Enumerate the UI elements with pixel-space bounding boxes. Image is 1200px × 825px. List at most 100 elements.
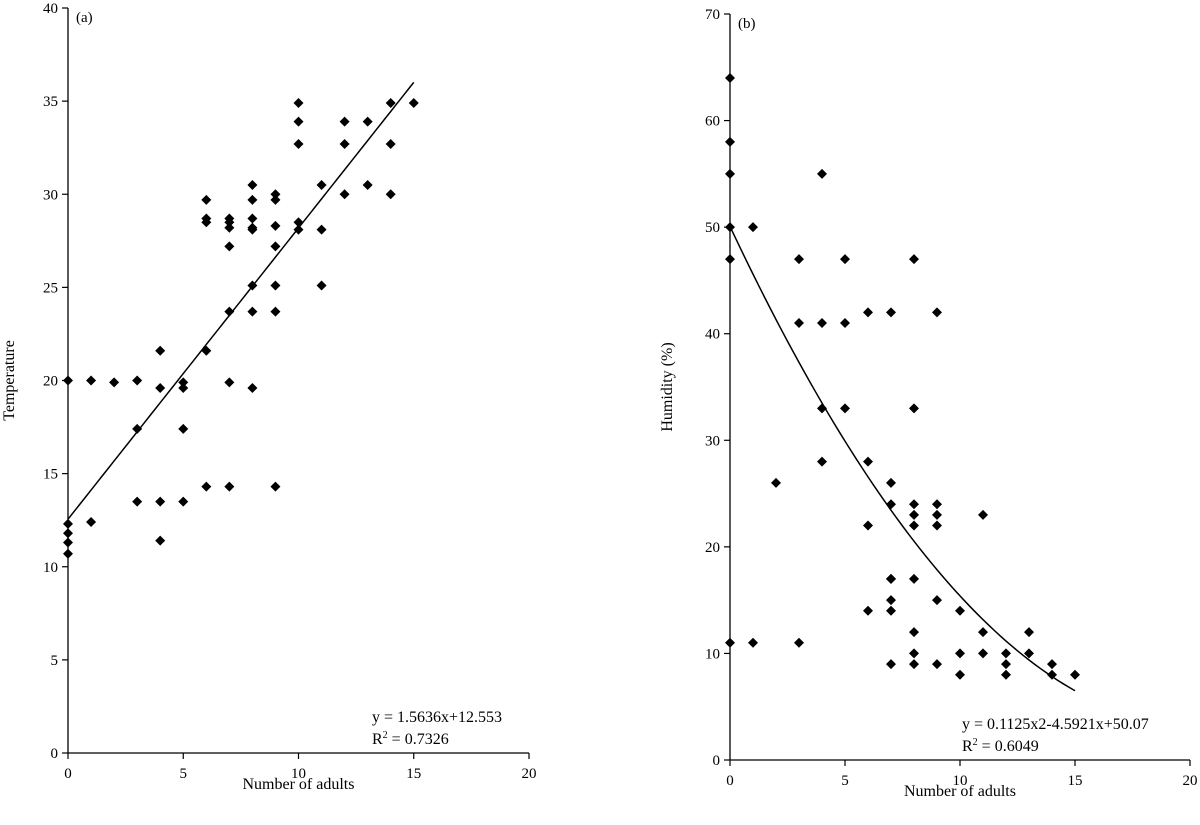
data-point xyxy=(909,573,919,584)
data-point xyxy=(932,520,942,531)
r-squared-label: R2 = 0.6049 xyxy=(962,737,1039,755)
data-point xyxy=(955,669,965,680)
x-tick-label: 15 xyxy=(1068,773,1083,789)
data-point xyxy=(932,595,942,606)
data-point xyxy=(224,377,235,388)
data-point xyxy=(224,481,235,492)
chart-panel-b: 0 10 20 30 40 50 60 70 0 5 10 15 20 Number of adults H… xyxy=(659,7,1198,800)
data-point xyxy=(978,648,988,659)
data-point xyxy=(316,280,327,291)
r-squared-label: R2 = 0.7326 xyxy=(372,730,449,748)
data-point xyxy=(817,456,827,467)
x-tick-label: 20 xyxy=(1183,773,1198,789)
trendline-equation: y = 0.1125x2-4.5921x+50.07 xyxy=(962,716,1149,733)
data-point xyxy=(155,345,166,356)
data-point xyxy=(886,659,896,670)
data-point xyxy=(748,222,758,233)
data-point xyxy=(224,241,235,252)
x-tick-label: 5 xyxy=(841,773,849,789)
data-point xyxy=(385,138,396,149)
data-point xyxy=(794,318,804,329)
data-point xyxy=(840,318,850,329)
data-point xyxy=(1001,659,1011,670)
data-point xyxy=(109,377,120,388)
data-point xyxy=(408,97,419,108)
data-point xyxy=(725,72,735,83)
data-point xyxy=(1047,669,1057,680)
y-tick-label: 0 xyxy=(51,746,59,762)
y-tick-label: 40 xyxy=(705,327,720,343)
data-point xyxy=(247,382,258,393)
data-point xyxy=(293,138,304,149)
x-tick-label: 15 xyxy=(406,766,421,782)
data-point xyxy=(63,548,73,559)
data-point xyxy=(886,573,896,584)
data-point xyxy=(863,520,873,531)
data-point xyxy=(270,194,281,205)
data-point xyxy=(270,280,281,291)
trendline-equation: y = 1.5636x+12.553 xyxy=(372,709,502,726)
data-point xyxy=(63,518,73,529)
data-point xyxy=(1070,669,1080,680)
data-point xyxy=(362,179,373,190)
y-tick-label: 70 xyxy=(705,7,720,23)
chart-panel-a: 0 5 10 15 20 25 30 35 40 0 5 10 15 20 Number of adults… xyxy=(1,1,537,793)
data-point xyxy=(178,377,189,388)
data-point xyxy=(270,220,281,231)
trendline xyxy=(729,226,1076,692)
data-point xyxy=(840,403,850,414)
data-point xyxy=(955,605,965,616)
data-point xyxy=(316,179,327,190)
data-point xyxy=(362,116,373,127)
data-point xyxy=(270,189,281,200)
data-point xyxy=(178,423,189,434)
data-point xyxy=(339,189,350,200)
data-point xyxy=(201,217,212,228)
y-tick-label: 35 xyxy=(43,94,58,110)
y-tick-label: 40 xyxy=(43,1,58,17)
y-tick-label: 25 xyxy=(43,280,58,296)
data-point xyxy=(725,136,735,147)
data-point xyxy=(201,345,212,356)
data-point xyxy=(955,648,965,659)
data-point xyxy=(247,194,258,205)
trendline xyxy=(67,81,415,520)
y-tick-label: 5 xyxy=(51,653,59,669)
data-point xyxy=(132,423,143,434)
panel-label: (a) xyxy=(76,10,93,26)
data-point xyxy=(909,403,919,414)
data-point xyxy=(132,496,143,507)
data-point xyxy=(863,456,873,467)
data-point xyxy=(909,499,919,510)
x-tick-label: 20 xyxy=(522,766,537,782)
data-point xyxy=(886,307,896,318)
data-point xyxy=(978,627,988,638)
data-point xyxy=(886,595,896,606)
data-point xyxy=(1024,627,1034,638)
data-point xyxy=(909,520,919,531)
data-point xyxy=(339,116,350,127)
y-tick-label: 10 xyxy=(705,646,720,662)
data-point xyxy=(725,168,735,179)
data-point xyxy=(132,375,143,386)
data-point xyxy=(63,537,73,548)
data-point xyxy=(63,375,73,386)
x-tick-label: 0 xyxy=(726,773,734,789)
data-point xyxy=(385,97,396,108)
data-point xyxy=(201,194,212,205)
data-point xyxy=(932,499,942,510)
y-tick-label: 20 xyxy=(705,540,720,556)
x-axis-label: Number of adults xyxy=(904,783,1016,800)
data-point xyxy=(316,224,327,235)
data-point xyxy=(155,496,166,507)
data-point xyxy=(978,509,988,520)
data-point xyxy=(840,254,850,265)
data-point xyxy=(1001,669,1011,680)
y-axis-label: Temperature xyxy=(1,340,18,421)
data-point xyxy=(863,605,873,616)
data-point xyxy=(1024,648,1034,659)
x-tick-label: 5 xyxy=(180,766,188,782)
data-point xyxy=(817,318,827,329)
data-point xyxy=(886,605,896,616)
